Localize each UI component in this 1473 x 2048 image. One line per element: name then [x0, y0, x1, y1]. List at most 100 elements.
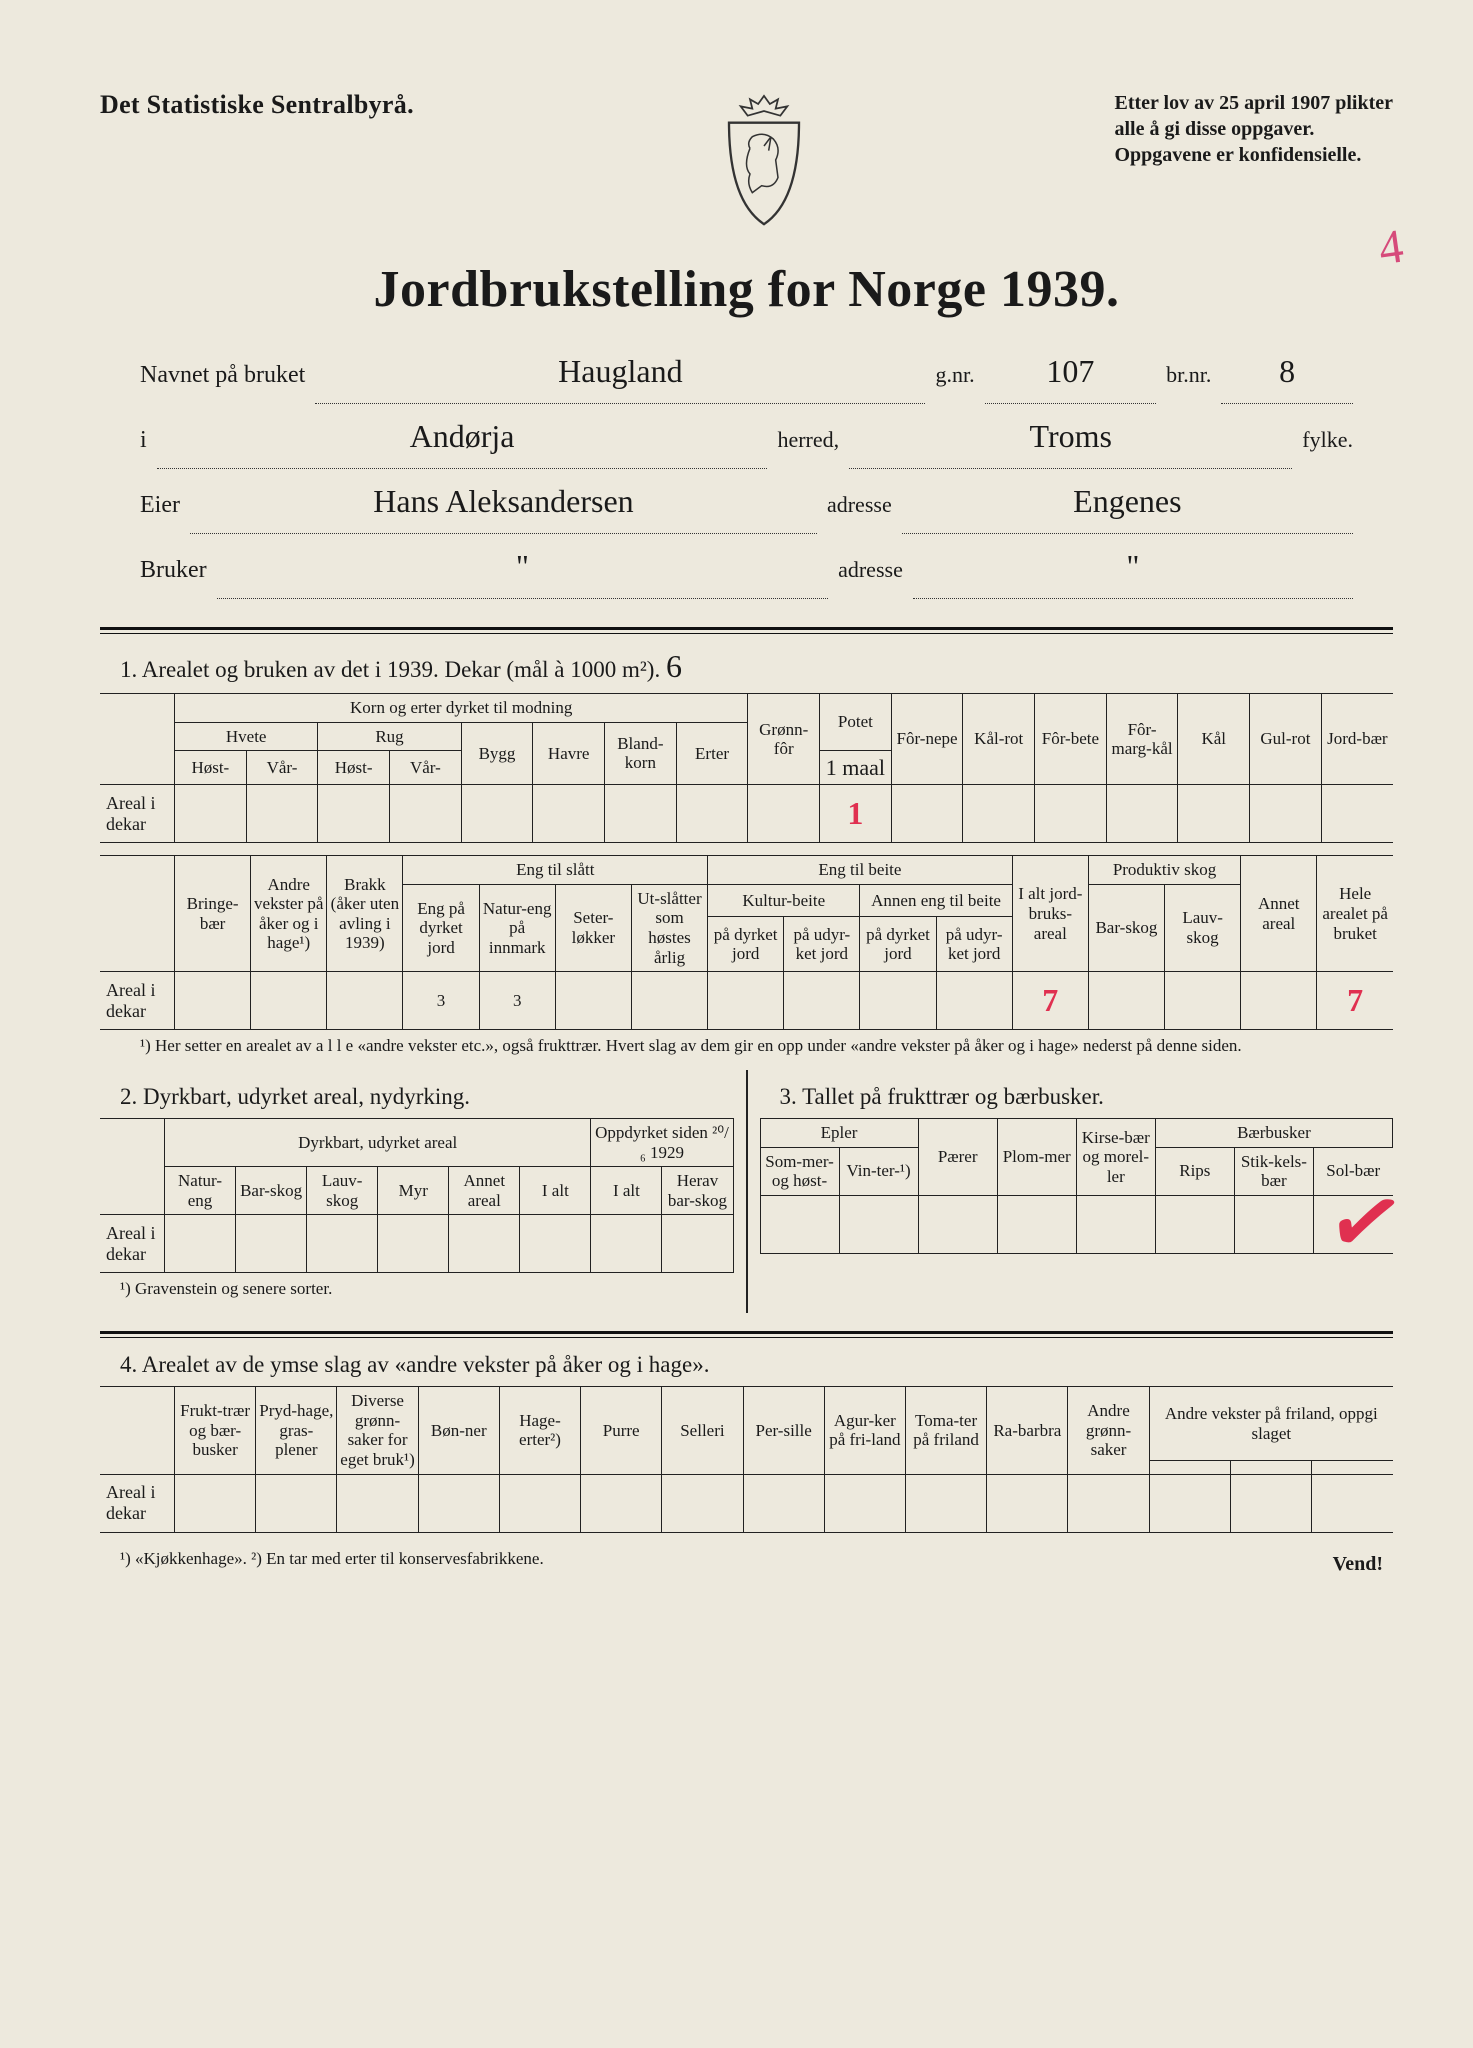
section4-title: 4. Arealet av de ymse slag av «andre vek…	[120, 1352, 1393, 1378]
coat-of-arms-icon	[704, 90, 824, 230]
col-ialt2: I alt	[591, 1167, 662, 1215]
hele-value: 7	[1317, 972, 1393, 1030]
col-seter: Seter-løkker	[555, 884, 631, 971]
gnr-label: g.nr.	[935, 353, 974, 397]
farm-name-value: Haugland	[315, 339, 925, 404]
col-agurker: Agur-ker på fri-land	[824, 1387, 905, 1474]
eng-dyrket-value: 3	[403, 972, 479, 1030]
col-natureng: Natur-eng på innmark	[479, 884, 555, 971]
col-andregr: Andre grønn-saker	[1068, 1387, 1149, 1474]
col-erter: Erter	[676, 722, 748, 785]
col-purre: Purre	[581, 1387, 662, 1474]
ialt-value: 7	[1012, 972, 1088, 1030]
herred-value: Andørja	[157, 404, 768, 469]
col-hele: Hele arealet på bruket	[1317, 856, 1393, 972]
col-formargkal: Fôr-marg-kål	[1106, 694, 1178, 785]
col-blandkorn: Bland-korn	[605, 722, 677, 785]
table1a-crops: Korn og erter dyrket til modning Grønn-f…	[100, 693, 1393, 843]
col-baerbusker: Bærbusker	[1155, 1119, 1392, 1148]
col-rabarbra: Ra-barbra	[987, 1387, 1068, 1474]
row-label: Areal i dekar	[100, 972, 175, 1030]
col-korn: Korn og erter dyrket til modning	[175, 694, 748, 723]
col-herav: Herav bar-skog	[662, 1167, 733, 1215]
col-sommer: Som-mer-og høst-	[760, 1147, 839, 1195]
col-selleri: Selleri	[662, 1387, 743, 1474]
col-pa-dyrket: på dyrket jord	[708, 917, 784, 972]
col-kal: Kål	[1178, 694, 1250, 785]
col-ialt: I alt	[520, 1167, 591, 1215]
col-gronnfor: Grønn-fôr	[748, 694, 820, 785]
col-annenbeite: Annen eng til beite	[860, 884, 1012, 916]
section2-title: 2. Dyrkbart, udyrket areal, nydyrking.	[120, 1084, 734, 1110]
col-tomater: Toma-ter på friland	[905, 1387, 986, 1474]
col-ialt-jord: I alt jord-bruks-areal	[1012, 856, 1088, 972]
bruker-adresse-value: "	[913, 534, 1353, 599]
dekar-total: 6	[666, 648, 682, 684]
section4-footnote: ¹) «Kjøkkenhage». ²) En tar med erter ti…	[120, 1549, 544, 1576]
fylke-value: Troms	[849, 404, 1292, 469]
col-oppdyrket: Oppdyrket siden ²⁰/₆ 1929	[591, 1119, 733, 1167]
col-prodskog: Produktiv skog	[1088, 856, 1240, 885]
col-paerer: Pærer	[918, 1119, 997, 1196]
col-gulrot: Gul-rot	[1250, 694, 1322, 785]
col-lauvskog: Lauv-skog	[307, 1167, 378, 1215]
census-form-page: Det Statistiske Sentralbyrå. Etter lov a…	[0, 0, 1473, 2048]
natureng-value: 3	[479, 972, 555, 1030]
col-andrefriland: Andre vekster på friland, oppgi slaget	[1149, 1387, 1393, 1460]
col-brakk: Brakk (åker uten avling i 1939)	[327, 856, 403, 972]
potet-note: 1 maal	[820, 751, 892, 785]
sections-2-3: 2. Dyrkbart, udyrket areal, nydyrking. D…	[100, 1070, 1393, 1313]
col-prydhage: Pryd-hage, gras-plener	[256, 1387, 337, 1474]
col-kirsebaer: Kirse-bær og morel-ler	[1076, 1119, 1155, 1196]
eier-value: Hans Aleksandersen	[190, 469, 817, 534]
brnr-label: br.nr.	[1166, 353, 1211, 397]
row-label: Areal i dekar	[100, 1474, 175, 1532]
col-potet: Potet	[820, 694, 892, 751]
col-annet: Annet areal	[1241, 856, 1317, 972]
col-vinter: Vin-ter-¹)	[839, 1147, 918, 1195]
col-stikkelsbaer: Stik-kels-bær	[1234, 1147, 1313, 1195]
divider	[100, 627, 1393, 634]
col-var: Vår-	[390, 751, 462, 785]
col-plommer: Plom-mer	[997, 1119, 1076, 1196]
col-kulturbeite: Kultur-beite	[708, 884, 860, 916]
col-eng-beite: Eng til beite	[708, 856, 1013, 885]
gnr-value: 107	[985, 339, 1157, 404]
potet-value: 1	[820, 785, 892, 843]
brnr-value: 8	[1221, 339, 1353, 404]
table2-dyrkbart: Dyrkbart, udyrket areal Oppdyrket siden …	[100, 1118, 734, 1273]
form-title: Jordbrukstelling for Norge 1939.	[100, 260, 1393, 319]
col-epler: Epler	[760, 1119, 918, 1148]
col-bygg: Bygg	[461, 722, 533, 785]
col-fornepe: Fôr-nepe	[891, 694, 963, 785]
col-bonner: Bøn-ner	[418, 1387, 499, 1474]
eier-label: Eier	[140, 481, 180, 529]
col-pa-udyrket: på udyr-ket jord	[784, 917, 860, 972]
col-diverse: Diverse grønn-saker for eget bruk¹)	[337, 1387, 418, 1474]
col-jordbaer: Jord-bær	[1321, 694, 1393, 785]
col-rug: Rug	[318, 722, 461, 751]
farm-name-label: Navnet på bruket	[140, 351, 305, 399]
section1-title: 1. Arealet og bruken av det i 1939. Deka…	[120, 648, 1393, 685]
col-andrevekster: Andre vekster på åker og i hage¹)	[251, 856, 327, 972]
col-myr: Myr	[378, 1167, 449, 1215]
col-natureng: Natur-eng	[165, 1167, 236, 1215]
law-line: Oppgavene er konfidensielle.	[1115, 142, 1394, 168]
bruker-label: Bruker	[140, 546, 207, 594]
col-annet: Annet areal	[449, 1167, 520, 1215]
section1-footnote: ¹) Her setter en arealet av a l l e «and…	[140, 1036, 1393, 1056]
bureau-name: Det Statistiske Sentralbyrå.	[100, 90, 414, 120]
col-pa-udyrket: på udyr-ket jord	[936, 917, 1012, 972]
header: Det Statistiske Sentralbyrå. Etter lov a…	[100, 90, 1393, 230]
fylke-label: fylke.	[1302, 418, 1353, 462]
herred-label: herred,	[777, 418, 839, 462]
section2-footnote: ¹) Gravenstein og senere sorter.	[120, 1279, 734, 1299]
law-text: Etter lov av 25 april 1907 plikter alle …	[1115, 90, 1394, 168]
row-label: Areal i dekar	[100, 785, 175, 843]
table4-vekster: Frukt-trær og bær-busker Pryd-hage, gras…	[100, 1386, 1393, 1532]
col-bringebaer: Bringe-bær	[175, 856, 251, 972]
col-persille: Per-sille	[743, 1387, 824, 1474]
col-host: Høst-	[175, 751, 247, 785]
adresse-label: adresse	[827, 483, 892, 527]
row-label: Areal i dekar	[100, 1215, 165, 1273]
